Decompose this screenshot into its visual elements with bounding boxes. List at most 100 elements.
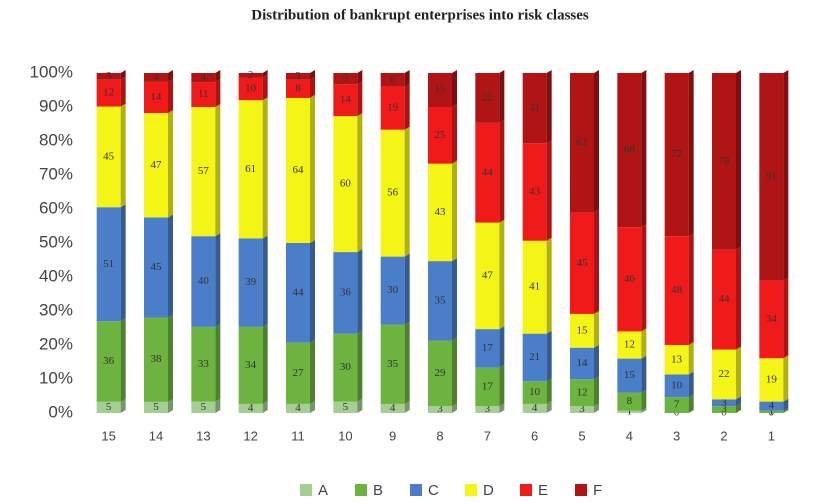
bar-side xyxy=(688,371,694,398)
value-label: 35 xyxy=(435,294,447,306)
bar-side xyxy=(357,113,363,253)
bar-side xyxy=(215,398,221,413)
bar-side xyxy=(736,346,741,400)
bar-side xyxy=(641,407,647,413)
legend-swatch xyxy=(465,484,477,496)
bar-side xyxy=(120,103,126,208)
value-label: 48 xyxy=(671,284,683,296)
bar-segment xyxy=(333,252,358,334)
bar-side xyxy=(262,74,268,101)
value-label: 7 xyxy=(674,399,680,411)
legend-swatch xyxy=(355,484,367,496)
value-label: 15 xyxy=(435,84,447,96)
bar-segment xyxy=(522,143,547,241)
bar-segment xyxy=(570,406,594,413)
bar-side xyxy=(594,344,599,380)
value-label: 68 xyxy=(624,144,636,156)
bar-segment xyxy=(475,222,500,330)
bar-side xyxy=(310,400,315,413)
bar-segment xyxy=(570,313,594,348)
bar-side xyxy=(262,97,268,239)
value-label: 4 xyxy=(532,402,538,414)
bar-side xyxy=(262,235,268,327)
x-tick-label: 8 xyxy=(436,428,443,443)
bar-side xyxy=(499,403,505,413)
value-label: 2 xyxy=(248,69,254,81)
x-tick-label: 10 xyxy=(338,428,352,443)
bar-segment xyxy=(144,81,168,113)
bar-side xyxy=(452,258,457,341)
bar-side xyxy=(641,328,647,359)
value-label: 1 xyxy=(627,405,633,417)
value-label: 30 xyxy=(387,284,399,296)
x-tick-label: 3 xyxy=(673,428,680,443)
bar-segment xyxy=(380,256,405,325)
y-tick-label: 80% xyxy=(39,130,73,149)
value-label: 17 xyxy=(482,380,494,392)
value-label: 45 xyxy=(103,150,115,162)
value-label: 29 xyxy=(435,367,447,379)
bar-segment xyxy=(144,317,168,402)
bar-segment xyxy=(333,401,358,413)
bar-side xyxy=(120,76,126,107)
bar-segment xyxy=(617,73,642,228)
y-tick-label: 100% xyxy=(30,62,73,81)
value-label: 56 xyxy=(387,187,399,199)
x-tick-label: 4 xyxy=(626,428,633,443)
bar-segment xyxy=(664,397,689,413)
bar-segment xyxy=(96,106,121,208)
value-label: 17 xyxy=(482,342,494,354)
bar-side xyxy=(594,376,599,407)
bar-side xyxy=(499,364,505,407)
bar-segment xyxy=(428,261,452,341)
bar-segment xyxy=(191,326,216,402)
value-label: 44 xyxy=(293,286,305,298)
bar-segment xyxy=(759,410,784,413)
bar-side xyxy=(168,70,173,82)
bar-side xyxy=(783,70,789,281)
bar-segment xyxy=(712,406,736,413)
value-label: 39 xyxy=(245,276,257,288)
value-label: 4 xyxy=(201,71,207,83)
value-label: 5 xyxy=(201,401,207,413)
y-tick-label: 50% xyxy=(39,232,73,251)
bar-side xyxy=(783,355,789,402)
bar-side xyxy=(499,70,505,123)
bar-segment xyxy=(475,367,500,407)
x-tick-label: 2 xyxy=(720,428,727,443)
value-label: 5 xyxy=(343,72,349,84)
bar-segment xyxy=(286,79,310,98)
value-label: 19 xyxy=(766,373,778,385)
value-label: 27 xyxy=(293,367,305,379)
value-label: 10 xyxy=(245,82,257,94)
bar-segment xyxy=(617,331,642,359)
bar-side xyxy=(688,233,694,345)
bar-side xyxy=(736,70,741,250)
bar-side xyxy=(594,310,599,348)
bar-side xyxy=(783,277,789,359)
bar-segment xyxy=(191,82,216,107)
value-label: 78 xyxy=(719,155,731,167)
value-label: 22 xyxy=(482,91,493,103)
bar-side xyxy=(404,253,410,325)
bar-side xyxy=(357,398,363,413)
bar-segment xyxy=(570,379,594,407)
bar-segment xyxy=(712,399,736,407)
value-label: 34 xyxy=(245,359,257,371)
bar-segment xyxy=(144,73,168,82)
value-label: 12 xyxy=(624,339,635,351)
legend-label: D xyxy=(483,482,494,499)
value-label: 3 xyxy=(295,70,301,82)
value-label: 5 xyxy=(106,401,112,413)
bar-segment xyxy=(522,73,547,144)
legend-label: B xyxy=(373,482,383,499)
value-label: 45 xyxy=(151,261,163,273)
bar-segment xyxy=(286,73,310,80)
x-tick-label: 1 xyxy=(768,428,775,443)
bar-segment xyxy=(759,358,784,402)
y-tick-label: 40% xyxy=(39,266,73,285)
bar-segment xyxy=(759,73,784,281)
bar-segment xyxy=(664,236,689,345)
bar-segment xyxy=(428,406,452,413)
bar-side xyxy=(499,119,505,223)
